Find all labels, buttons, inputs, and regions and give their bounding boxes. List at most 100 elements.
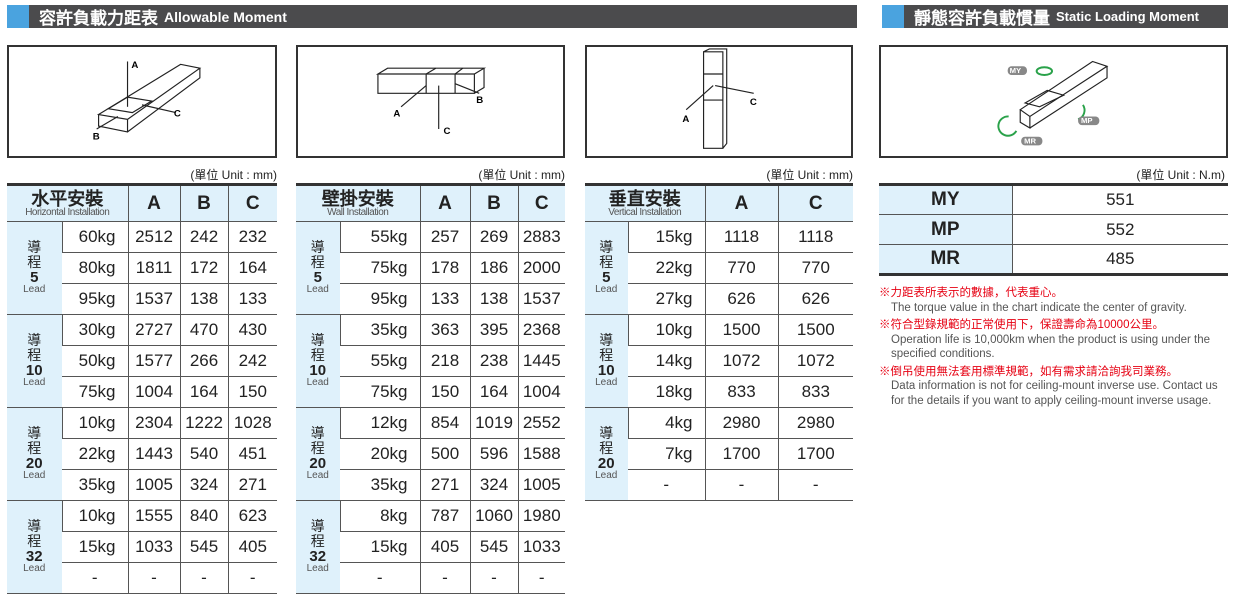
moment-cell: 2980: [777, 407, 853, 439]
moment-cell: 1118: [777, 221, 853, 253]
moment-cell: 1005: [127, 469, 180, 501]
lead-en: Lead: [595, 284, 618, 296]
column-header: C: [517, 184, 565, 222]
lead-group: 導程 20 Lead: [585, 407, 628, 501]
horizontal-diagram: A C B: [7, 45, 277, 158]
label-c: C: [444, 126, 451, 137]
moment-cell: 138: [179, 283, 228, 315]
lead-en: Lead: [306, 563, 329, 575]
load-cell: 20kg: [340, 438, 420, 470]
moment-cell: 138: [469, 283, 518, 315]
table-row: MR 485: [879, 244, 1228, 275]
lead-en: Lead: [595, 470, 618, 482]
lead-en: Lead: [306, 377, 329, 389]
table-row: 導程 5 Lead 55kg 257 269 2883: [296, 221, 565, 315]
moment-cell: 2980: [704, 407, 778, 439]
load-cell: -: [62, 562, 128, 594]
table-row: 導程 32 Lead 10kg 1555 840 623: [7, 500, 277, 594]
table-row: 導程 20 Lead 12kg 854 1019 2552: [296, 407, 565, 501]
lead-group: 導程 20 Lead: [7, 407, 62, 501]
lead-zh: 程: [599, 346, 614, 363]
table-row: ---: [585, 469, 853, 501]
column-header: B: [469, 184, 518, 222]
lead-en: Lead: [23, 470, 46, 482]
table-row: 15kg 405 545 1033: [296, 531, 565, 563]
moment-cell: 1028: [227, 407, 277, 439]
moment-cell: 430: [227, 314, 277, 346]
moment-cell: 1004: [127, 376, 180, 408]
lead-value: 5: [30, 268, 39, 286]
load-cell: 35kg: [340, 469, 420, 501]
load-cell: 15kg: [627, 221, 705, 253]
moment-cell: -: [469, 562, 518, 594]
table-row: 75kg 1004 164 150: [7, 376, 277, 408]
load-cell: 14kg: [628, 345, 705, 377]
table-row: 導程 10 Lead 35kg 363 395 2368: [296, 314, 565, 408]
lead-value: 20: [25, 454, 43, 472]
table-row: 22kg 1443 540 451: [7, 438, 277, 470]
moment-cell: 1222: [179, 407, 228, 439]
moment-cell: 2883: [517, 221, 565, 253]
moment-cell: 1072: [704, 345, 778, 377]
lead-value: 5: [602, 268, 611, 286]
lead-zh: 導: [27, 425, 42, 442]
lead-en: Lead: [23, 377, 46, 389]
vertical-moment-table: 垂直安裝 Vertical Installation A C 導程 5 Lead 15kg 11…: [585, 183, 853, 501]
moment-cell: 1033: [127, 531, 180, 563]
lead-group: 導程 32 Lead: [7, 500, 62, 594]
wall-diagram: A C B: [296, 45, 565, 158]
load-cell: 95kg: [340, 283, 420, 315]
moment-cell: 2512: [127, 221, 180, 253]
moment-cell: 2552: [517, 407, 565, 439]
table-row: 導程 5 Lead 60kg 2512 242 232: [7, 221, 277, 315]
load-cell: 22kg: [628, 252, 705, 284]
moment-cell: 186: [469, 252, 518, 284]
moment-cell: 1118: [704, 221, 778, 253]
load-cell: 60kg: [61, 221, 128, 253]
moment-cell: 500: [419, 438, 470, 470]
table-row: 27kg 626 626: [585, 283, 853, 315]
lead-group: 導程 20 Lead: [296, 407, 340, 501]
load-cell: 35kg: [339, 314, 420, 346]
lead-zh: 程: [310, 439, 325, 456]
title-en: Vertical Installation: [608, 206, 682, 218]
allowable-moment-header: 容許負載力距表 Allowable Moment: [7, 5, 857, 28]
note-en: Data information is not for ceiling-moun…: [891, 380, 1218, 407]
moment-cell: 266: [179, 345, 228, 377]
moment-cell: 2368: [517, 314, 565, 346]
lead-value: 32: [309, 547, 327, 565]
column-header: C: [777, 184, 853, 222]
lead-group: 導程 32 Lead: [296, 500, 340, 594]
moment-cell: 1004: [517, 376, 565, 408]
table-row: MY 551: [879, 184, 1228, 215]
moment-cell: 363: [419, 314, 470, 346]
lead-zh: 導: [27, 518, 42, 535]
moment-cell: 395: [469, 314, 518, 346]
load-cell: 7kg: [628, 438, 705, 470]
moment-cell: 770: [704, 252, 778, 284]
lead-group: 導程 10 Lead: [7, 314, 62, 408]
lead-value: 10: [309, 361, 327, 379]
moment-cell: 218: [419, 345, 470, 377]
table-row: 7kg 1700 1700: [585, 438, 853, 470]
note-zh: ※符合型錄規範的正常使用下，保證壽命為10000公里。: [879, 319, 1164, 331]
table-row: 95kg 133 138 1537: [296, 283, 565, 315]
moment-cell: 1445: [517, 345, 565, 377]
table-row: 導程 32 Lead 8kg 787 1060 1980: [296, 500, 565, 594]
installation-title: 垂直安裝 Vertical Installation: [585, 184, 705, 222]
moment-cell: 540: [179, 438, 228, 470]
table-row: 50kg 1577 266 242: [7, 345, 277, 377]
moment-cell: 1443: [127, 438, 180, 470]
moment-cell: 2304: [127, 407, 180, 439]
column-header: C: [227, 184, 277, 222]
load-cell: 55kg: [340, 345, 420, 377]
note-zh: ※力距表所表示的數據，代表重心。: [879, 287, 1063, 299]
label-b: B: [93, 132, 100, 143]
column-header: A: [127, 184, 180, 222]
load-cell: 10kg: [627, 314, 705, 346]
unit-label: (單位 Unit : mm): [766, 168, 853, 182]
moment-cell: 1537: [517, 283, 565, 315]
moment-cell: 150: [419, 376, 470, 408]
lead-zh: 導: [310, 239, 325, 256]
table-row: 導程 5 Lead 15kg 1118 1118: [585, 221, 853, 315]
